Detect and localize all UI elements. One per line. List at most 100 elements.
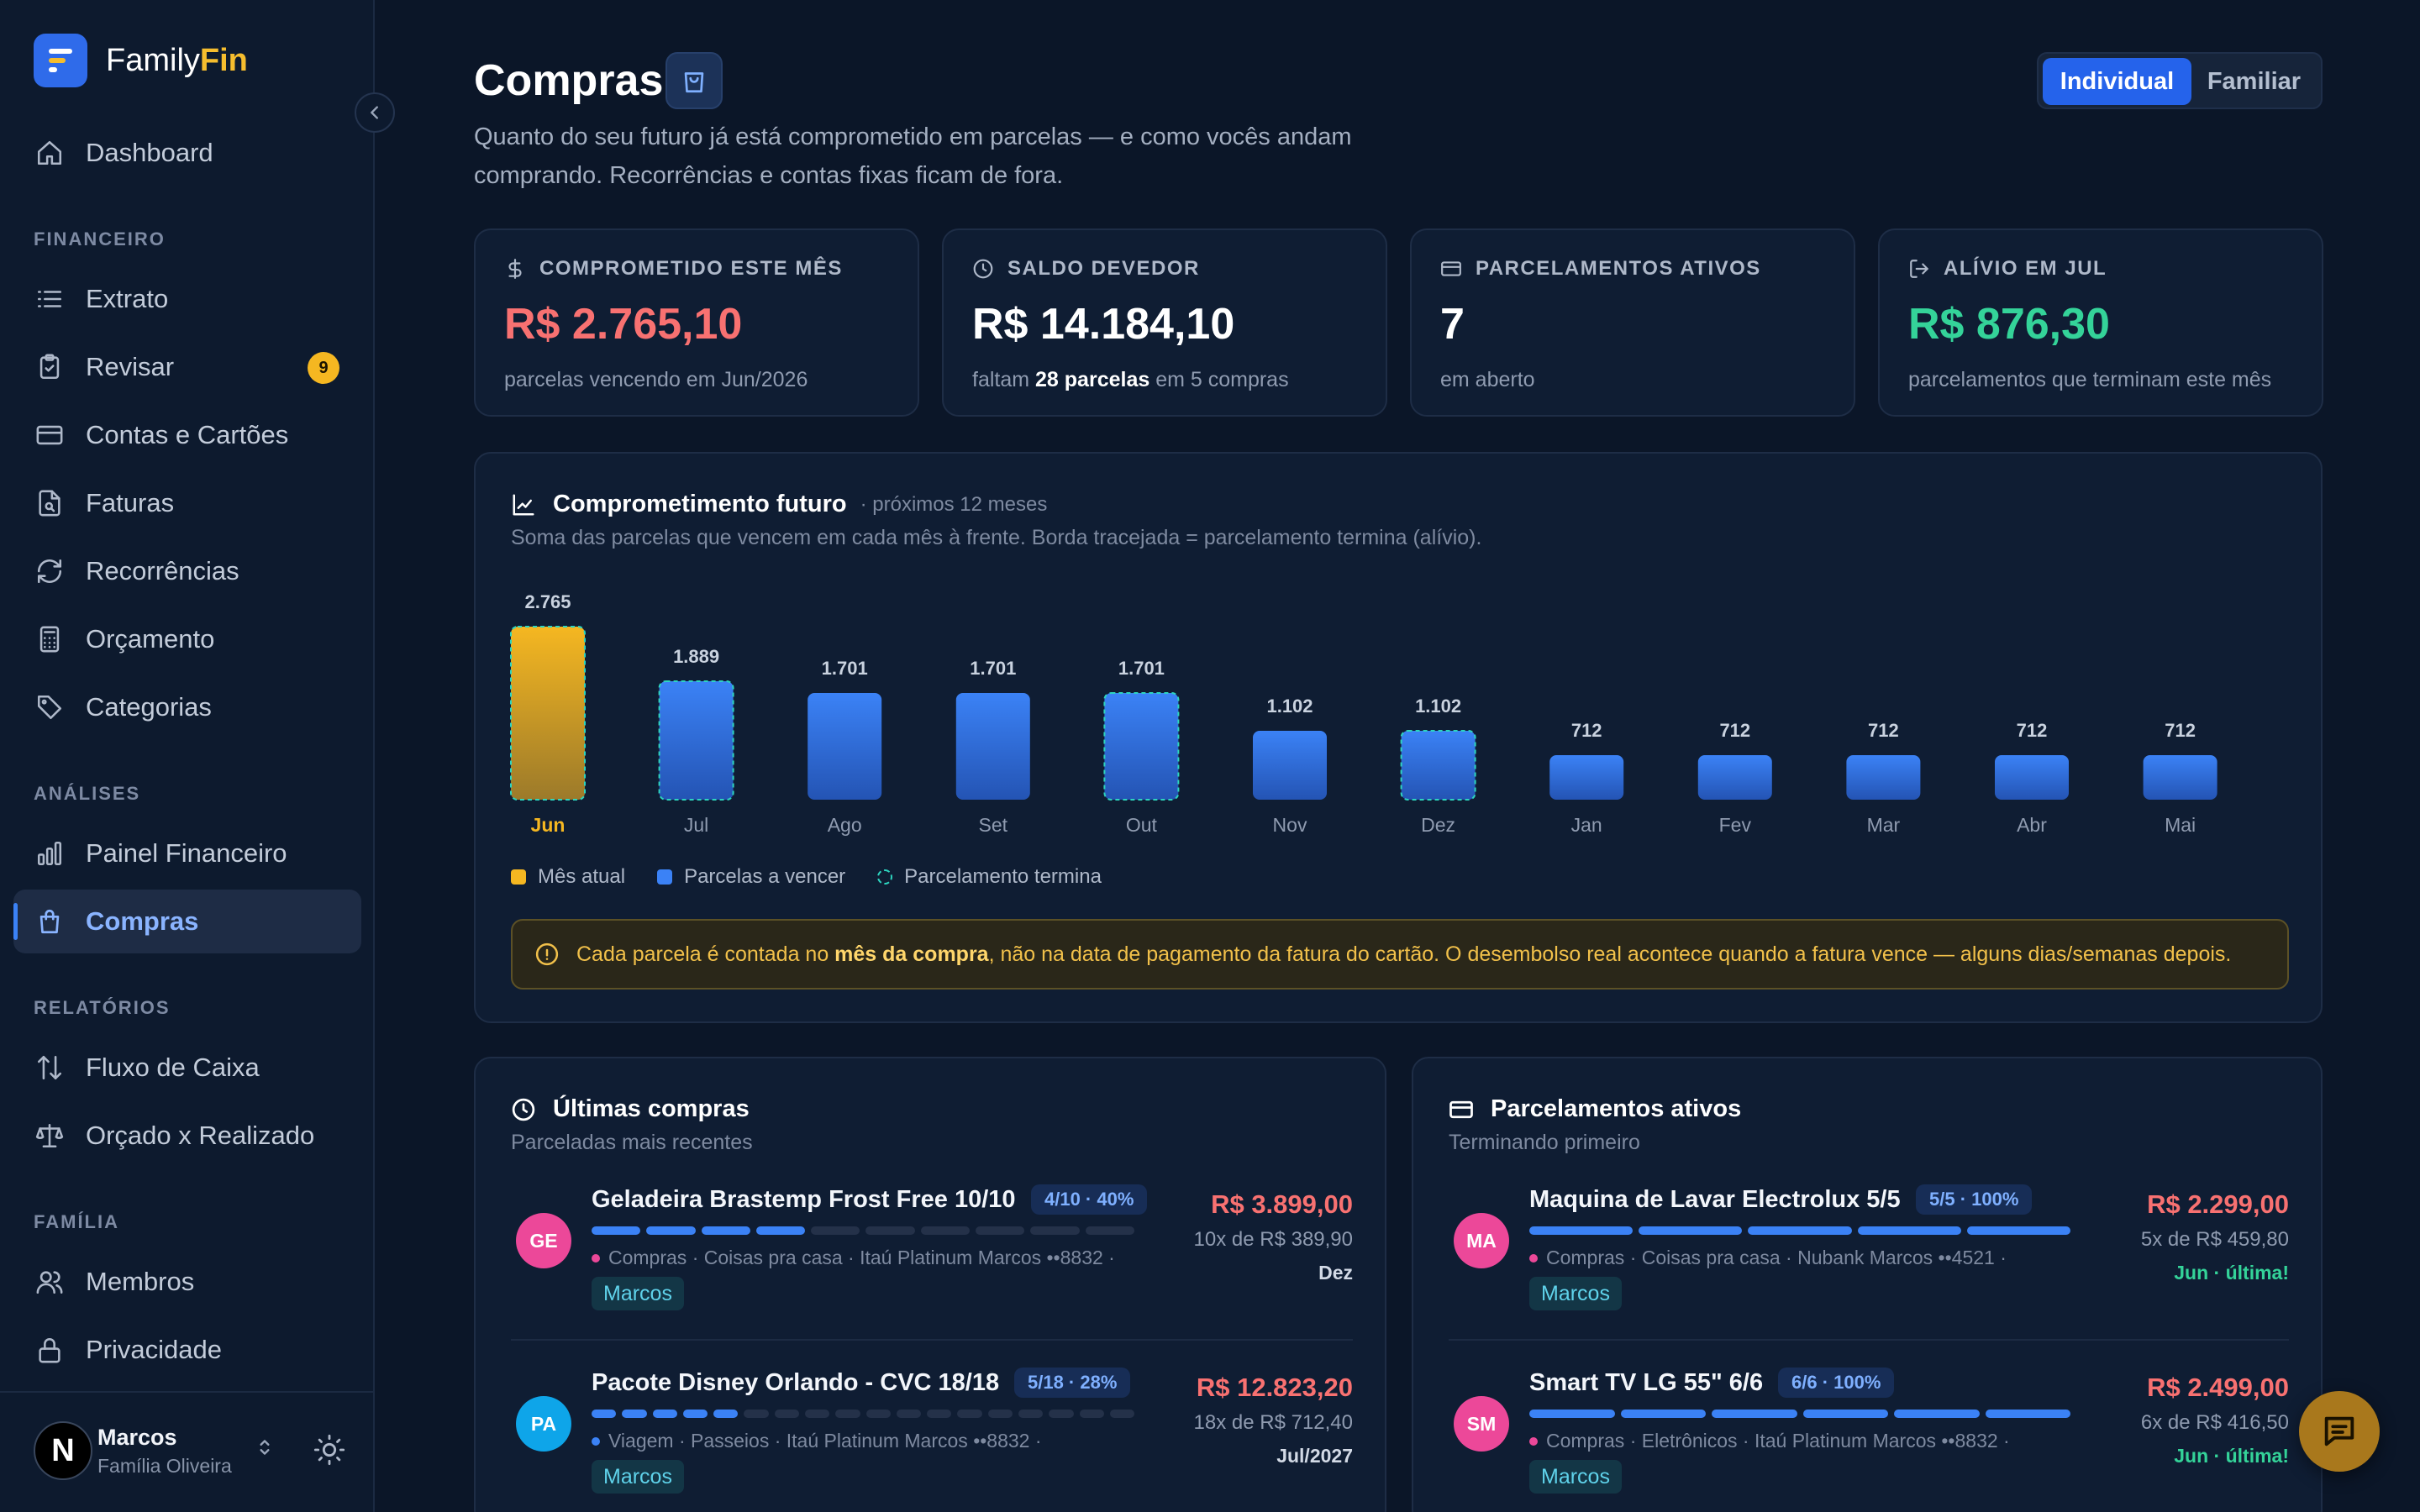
purchase-month-alert: Cada parcela é contada no mês da compra,…	[511, 919, 2289, 990]
installment-detail: 6x de R$ 416,50	[2140, 1411, 2289, 1434]
sidebar: FamilyFin Dashboard FINANCEIRO Extrato R…	[0, 0, 395, 1512]
sidebar-item-dashboard[interactable]: Dashboard	[13, 121, 361, 185]
sidebar-item-compras[interactable]: Compras	[13, 890, 361, 953]
stat-note: faltam 28 parcelas em 5 compras	[972, 368, 1289, 391]
category-dot-icon	[592, 1253, 600, 1263]
chart-bar-ago[interactable]	[808, 693, 882, 800]
sidebar-item-fluxo[interactable]: Fluxo de Caixa	[13, 1036, 361, 1100]
sidebar-item-contas[interactable]: Contas e Cartões	[13, 403, 361, 467]
end-month: Dez	[1318, 1262, 1353, 1284]
legend-item-upcoming: Parcelas a vencer	[657, 865, 845, 889]
purchase-amount: R$ 3.899,00	[1211, 1189, 1353, 1219]
category-dot-icon	[1529, 1253, 1538, 1263]
sidebar-item-label: Orçamento	[86, 624, 215, 654]
sidebar-item-orcamento[interactable]: Orçamento	[13, 607, 361, 671]
sidebar-item-recorrencias[interactable]: Recorrências	[13, 539, 361, 603]
users-icon	[34, 1266, 66, 1298]
calculator-icon	[34, 623, 66, 655]
progress-badge: 6/6 · 100%	[1778, 1368, 1895, 1398]
chart-value-label: 1.701	[822, 658, 868, 679]
brand[interactable]: FamilyFin	[34, 34, 248, 87]
list-item[interactable]: MA Maquina de Lavar Electrolux 5/5 5/5 · 1…	[1449, 1173, 2289, 1341]
list-item[interactable]: GE Geladeira Brastemp Frost Free 10/10 4/1…	[511, 1173, 1353, 1341]
sidebar-item-label: Faturas	[86, 488, 175, 517]
chart-bar-fev[interactable]	[1697, 755, 1772, 800]
chart-bar-abr[interactable]	[1995, 755, 2069, 800]
purchase-amount: R$ 12.823,20	[1196, 1373, 1353, 1402]
installment-progress-bar	[592, 1410, 1135, 1418]
installment-progress-bar	[592, 1226, 1134, 1235]
chart-category-label: Jun	[531, 814, 566, 836]
stat-value: R$ 14.184,10	[972, 300, 1235, 349]
active-installments-card: Parcelamentos ativos Terminando primeiro…	[1412, 1057, 2323, 1512]
future-commitment-card: 2.765 Jun 1.889 Jul 1.701 Ago 1.701 Set 1.701 Out…	[474, 452, 2323, 1023]
sun-icon[interactable]	[313, 1433, 346, 1467]
chevron-left-icon	[371, 106, 378, 119]
credit-card-icon	[1449, 1097, 1474, 1122]
individual-toggle-button[interactable]: Individual	[2043, 58, 2191, 105]
user-family: Família Oliveira	[97, 1455, 232, 1477]
chart-category-label: Dez	[1421, 814, 1455, 836]
sidebar-item-label: Recorrências	[86, 556, 239, 585]
shopping-bag-icon	[34, 906, 66, 937]
sidebar-item-orcado[interactable]: Orçado x Realizado	[13, 1104, 361, 1168]
chart-value-label: 2.765	[524, 591, 571, 612]
nav-section-analises: ANÁLISES	[34, 783, 141, 804]
sidebar-item-painel[interactable]: Painel Financeiro	[13, 822, 361, 885]
chart-value-label: 712	[1571, 720, 1602, 741]
purchase-amount: R$ 2.499,00	[2147, 1373, 2289, 1402]
owner-tag: Marcos	[1529, 1460, 1622, 1494]
owner-tag: Marcos	[592, 1460, 684, 1494]
chart-bar-out[interactable]	[1103, 692, 1180, 801]
sidebar-item-revisar[interactable]: Revisar 9	[13, 335, 361, 399]
chart-bar-jun[interactable]	[510, 626, 586, 801]
chart-category-label: Fev	[1719, 814, 1752, 836]
collapse-sidebar-button[interactable]	[355, 92, 395, 133]
chart-category-label: Nov	[1273, 814, 1307, 836]
nav-section-relatorios: RELATÓRIOS	[34, 997, 171, 1018]
chat-button[interactable]	[2299, 1391, 2380, 1472]
chart-value-label: 1.889	[673, 646, 719, 667]
chart-category-label: Jan	[1571, 814, 1602, 836]
sidebar-item-label: Compras	[86, 906, 199, 936]
message-icon	[2324, 1416, 2354, 1446]
logout-icon	[1908, 258, 1930, 280]
chevrons-updown-icon[interactable]	[254, 1435, 276, 1460]
purchase-amount: R$ 2.299,00	[2147, 1189, 2289, 1219]
avatar: SM	[1454, 1396, 1509, 1452]
chart-bar-set[interactable]	[955, 693, 1030, 800]
stat-card-active-installments: PARCELAMENTOS ATIVOS 7 em aberto	[1410, 228, 1855, 417]
chart-bar-mar[interactable]	[1846, 755, 1921, 800]
sidebar-item-membros[interactable]: Membros	[13, 1250, 361, 1314]
sidebar-item-privacidade[interactable]: Privacidade	[13, 1318, 361, 1382]
file-search-icon	[34, 487, 66, 519]
avatar: PA	[516, 1396, 571, 1452]
sidebar-item-label: Revisar	[86, 352, 175, 381]
progress-badge: 5/5 · 100%	[1916, 1184, 2033, 1215]
chart-bar-jan[interactable]	[1549, 755, 1624, 800]
sidebar-item-extrato[interactable]: Extrato	[13, 267, 361, 331]
clock-icon	[511, 1097, 536, 1122]
chart-category-label: Ago	[828, 814, 862, 836]
chart-category-label: Mai	[2165, 814, 2196, 836]
sidebar-item-label: Orçado x Realizado	[86, 1121, 315, 1150]
list-item[interactable]: PA Pacote Disney Orlando - CVC 18/18 5/18 …	[511, 1356, 1353, 1512]
latest-purchases-title: Últimas compras	[553, 1095, 750, 1122]
stat-label: SALDO DEVEDOR	[1007, 257, 1200, 280]
list-item[interactable]: SM Smart TV LG 55" 6/6 6/6 · 100% Compras ·…	[1449, 1356, 2289, 1512]
shopping-bag-icon	[666, 52, 723, 109]
chart-bar-mai[interactable]	[2143, 755, 2217, 800]
stat-card-balance: SALDO DEVEDOR R$ 14.184,10 faltam 28 par…	[942, 228, 1387, 417]
nav-section-familia: FAMÍLIA	[34, 1211, 119, 1232]
page-title: Compras	[474, 56, 664, 105]
chart-bar-jul[interactable]	[658, 680, 734, 801]
chart-description: Soma das parcelas que vencem em cada mês…	[511, 526, 1482, 549]
sidebar-item-faturas[interactable]: Faturas	[13, 471, 361, 535]
familiar-toggle-button[interactable]: Familiar	[2207, 67, 2302, 95]
chart-bar-nov[interactable]	[1253, 731, 1327, 800]
sidebar-item-label: Painel Financeiro	[86, 838, 287, 868]
chart-bar-dez[interactable]	[1400, 730, 1476, 801]
user-menu[interactable]: N Marcos Família Oliveira	[0, 1391, 373, 1512]
arrows-updown-icon	[34, 1052, 66, 1084]
sidebar-item-categorias[interactable]: Categorias	[13, 675, 361, 739]
